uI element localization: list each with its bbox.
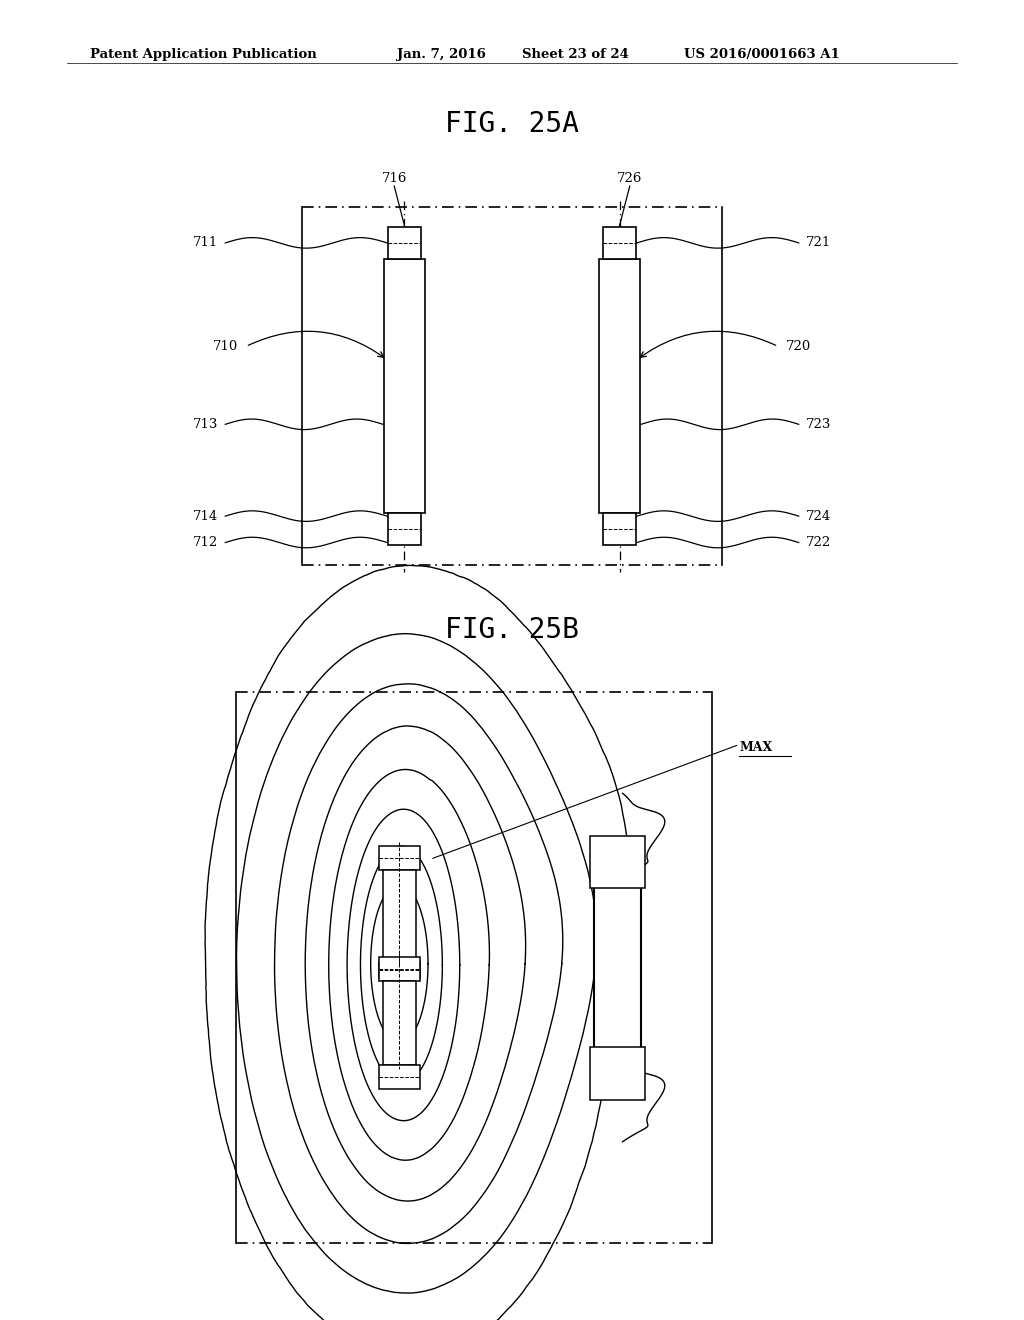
Polygon shape bbox=[388, 227, 421, 259]
Text: 710: 710 bbox=[213, 341, 239, 352]
Text: 723: 723 bbox=[806, 418, 831, 430]
Text: 726: 726 bbox=[617, 172, 642, 185]
Polygon shape bbox=[599, 259, 640, 513]
Text: Sheet 23 of 24: Sheet 23 of 24 bbox=[522, 49, 629, 61]
Text: 721: 721 bbox=[806, 236, 831, 249]
Polygon shape bbox=[384, 259, 425, 513]
Text: FIG. 25A: FIG. 25A bbox=[445, 110, 579, 137]
Text: 722: 722 bbox=[806, 536, 831, 549]
Polygon shape bbox=[379, 846, 420, 870]
Polygon shape bbox=[603, 513, 636, 545]
Polygon shape bbox=[388, 513, 421, 545]
Text: 714: 714 bbox=[193, 510, 218, 523]
Text: 716: 716 bbox=[382, 172, 407, 185]
Text: Jan. 7, 2016: Jan. 7, 2016 bbox=[397, 49, 486, 61]
Polygon shape bbox=[379, 962, 420, 978]
Text: 720: 720 bbox=[785, 341, 811, 352]
Polygon shape bbox=[603, 227, 636, 259]
Polygon shape bbox=[590, 1047, 645, 1100]
Text: 713: 713 bbox=[193, 418, 218, 430]
Text: 724: 724 bbox=[806, 510, 831, 523]
Polygon shape bbox=[590, 836, 645, 888]
Polygon shape bbox=[379, 957, 420, 981]
Polygon shape bbox=[379, 1065, 420, 1089]
Text: 711: 711 bbox=[193, 236, 218, 249]
Text: 712: 712 bbox=[193, 536, 218, 549]
Polygon shape bbox=[383, 870, 416, 962]
Text: FIG. 25B: FIG. 25B bbox=[445, 616, 579, 644]
Text: US 2016/0001663 A1: US 2016/0001663 A1 bbox=[684, 49, 840, 61]
Text: Patent Application Publication: Patent Application Publication bbox=[90, 49, 316, 61]
Polygon shape bbox=[383, 981, 416, 1065]
Text: MAX: MAX bbox=[739, 741, 772, 754]
Polygon shape bbox=[594, 862, 641, 1073]
